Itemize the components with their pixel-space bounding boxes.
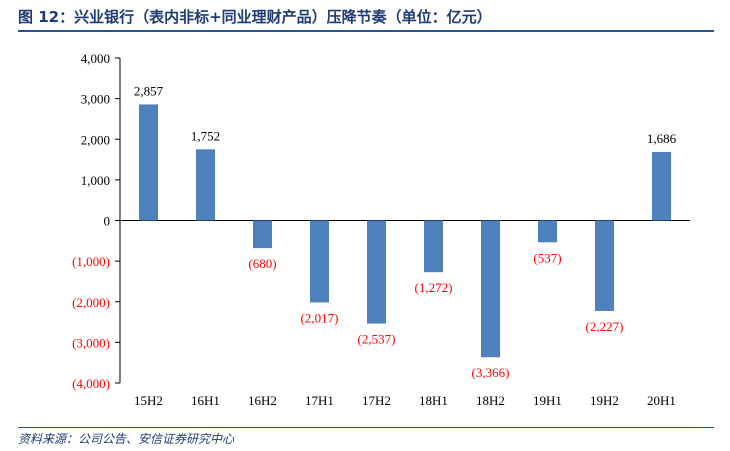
x-tick-label: 17H2	[362, 393, 391, 408]
y-tick-label: 2,000	[81, 132, 110, 147]
bar-17H1	[310, 220, 329, 303]
x-tick-label: 17H1	[305, 393, 334, 408]
data-label: 2,857	[134, 83, 164, 98]
data-label: (680)	[248, 256, 276, 271]
bar-18H2	[481, 220, 500, 358]
x-tick-label: 16H2	[248, 393, 277, 408]
bar-17H2	[367, 220, 386, 324]
x-tick-label: 20H1	[647, 393, 676, 408]
y-tick-label: 1,000	[81, 173, 110, 188]
data-label: (1,272)	[415, 280, 453, 295]
y-tick-label: (2,000)	[72, 295, 110, 310]
y-tick-label: (4,000)	[72, 376, 110, 391]
x-tick-label: 15H2	[134, 393, 163, 408]
source-note: 资料来源：公司公告、安信证券研究中心	[18, 432, 235, 446]
title-rule	[18, 30, 714, 32]
x-tick-label: 18H2	[476, 393, 505, 408]
bar-18H1	[424, 220, 443, 273]
y-tick-label: (3,000)	[72, 335, 110, 350]
chart-title: 图 12：兴业银行（表内非标+同业理财产品）压降节奏（单位：亿元）	[18, 8, 492, 26]
y-tick-label: (1,000)	[72, 254, 110, 269]
bar-15H2	[139, 104, 158, 221]
data-label: (2,537)	[358, 332, 396, 347]
bar-19H2	[595, 220, 614, 311]
footer-rule	[18, 427, 714, 428]
x-tick-label: 16H1	[191, 393, 220, 408]
x-tick-label: 19H1	[533, 393, 562, 408]
data-label: (2,017)	[301, 310, 339, 325]
data-label: (537)	[533, 250, 561, 265]
y-tick-label: 3,000	[81, 92, 110, 107]
bar-16H2	[253, 220, 272, 249]
y-tick-label: 4,000	[81, 51, 110, 66]
data-label: (2,227)	[586, 319, 624, 334]
y-tick-label: 0	[104, 214, 111, 229]
data-label: 1,686	[647, 131, 677, 146]
data-label: 1,752	[191, 128, 220, 143]
data-label: (3,366)	[472, 365, 510, 380]
bar-16H1	[196, 149, 215, 221]
x-tick-label: 18H1	[419, 393, 448, 408]
bar-19H1	[538, 220, 557, 243]
x-tick-label: 19H2	[590, 393, 619, 408]
bar-20H1	[652, 152, 671, 221]
